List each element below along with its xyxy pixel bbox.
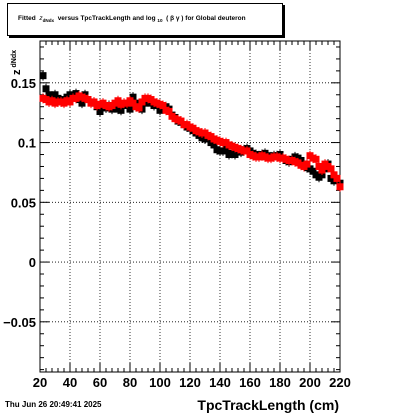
grid-lines — [40, 41, 340, 372]
title-middle: versus TpcTrackLength and log — [57, 15, 156, 22]
tick-labels: 20 40 60 80 100 120 140 160 180 200 220 −0.05 0 0.05 0… — [3, 76, 351, 390]
data-point — [165, 108, 173, 116]
data-point — [66, 98, 74, 106]
data-point — [42, 85, 50, 93]
axis-ticks — [39, 41, 341, 372]
x-tick-label: 80 — [123, 375, 137, 390]
data-point — [333, 174, 341, 182]
data-point — [129, 93, 137, 101]
y-tick-label: 0.05 — [11, 195, 36, 210]
data-point — [114, 97, 122, 105]
x-tick-label: 100 — [149, 375, 171, 390]
data-point — [243, 147, 251, 155]
x-tick-label: 120 — [179, 375, 201, 390]
x-tick-label: 160 — [239, 375, 261, 390]
y-axis-title-main: z — [11, 69, 23, 75]
data-point — [309, 167, 317, 175]
data-point — [90, 98, 98, 106]
data-series — [39, 70, 344, 192]
chart-title: Fitted zdNdx versus TpcTrackLength and l… — [18, 14, 246, 25]
data-point — [159, 102, 167, 110]
x-tick-label: 180 — [269, 375, 291, 390]
data-point — [315, 162, 323, 170]
x-tick-label: 140 — [209, 375, 231, 390]
data-point — [51, 91, 59, 99]
y-axis-title: zdNdx — [11, 50, 23, 75]
data-point — [231, 151, 239, 159]
x-tick-label: 220 — [329, 375, 351, 390]
data-point — [117, 106, 125, 114]
data-point — [96, 108, 104, 116]
data-point — [303, 160, 311, 168]
x-tick-label: 40 — [63, 375, 77, 390]
data-point — [336, 183, 344, 191]
footer-datetime: Thu Jun 26 20:49:41 2025 — [5, 400, 102, 409]
data-point — [330, 171, 338, 179]
title-prefix: Fitted — [18, 15, 36, 22]
x-tick-label: 60 — [93, 375, 107, 390]
series-red — [39, 90, 344, 192]
x-axis-title: TpcTrackLength (cm) — [197, 397, 339, 413]
x-tick-label: 20 — [33, 375, 47, 390]
data-point — [156, 106, 164, 114]
y-tick-label: 0 — [29, 255, 36, 270]
data-point — [126, 105, 134, 113]
y-tick-label: 0.15 — [11, 76, 36, 91]
data-point — [210, 141, 218, 149]
title-z: z — [39, 15, 43, 22]
data-point — [327, 165, 335, 173]
title-paren: ( β γ ) for Global deuteron — [166, 15, 246, 22]
y-axis-title-sub: dNdx — [11, 50, 18, 68]
data-point — [129, 99, 137, 107]
data-point — [135, 104, 143, 112]
data-point — [318, 166, 326, 174]
data-point — [78, 99, 86, 107]
x-tick-label: 200 — [299, 375, 321, 390]
data-point — [39, 72, 47, 80]
title-z-sub: dNdx — [42, 18, 55, 23]
data-point — [222, 145, 230, 153]
y-tick-label: −0.05 — [3, 315, 36, 330]
data-point — [177, 117, 185, 125]
data-point — [84, 96, 92, 104]
data-point — [312, 155, 320, 163]
data-point — [138, 98, 146, 106]
chart-title-box: Fitted zdNdx versus TpcTrackLength and l… — [7, 3, 283, 36]
title-log-sub: 10 — [157, 18, 163, 23]
y-tick-label: 0.1 — [18, 136, 36, 151]
